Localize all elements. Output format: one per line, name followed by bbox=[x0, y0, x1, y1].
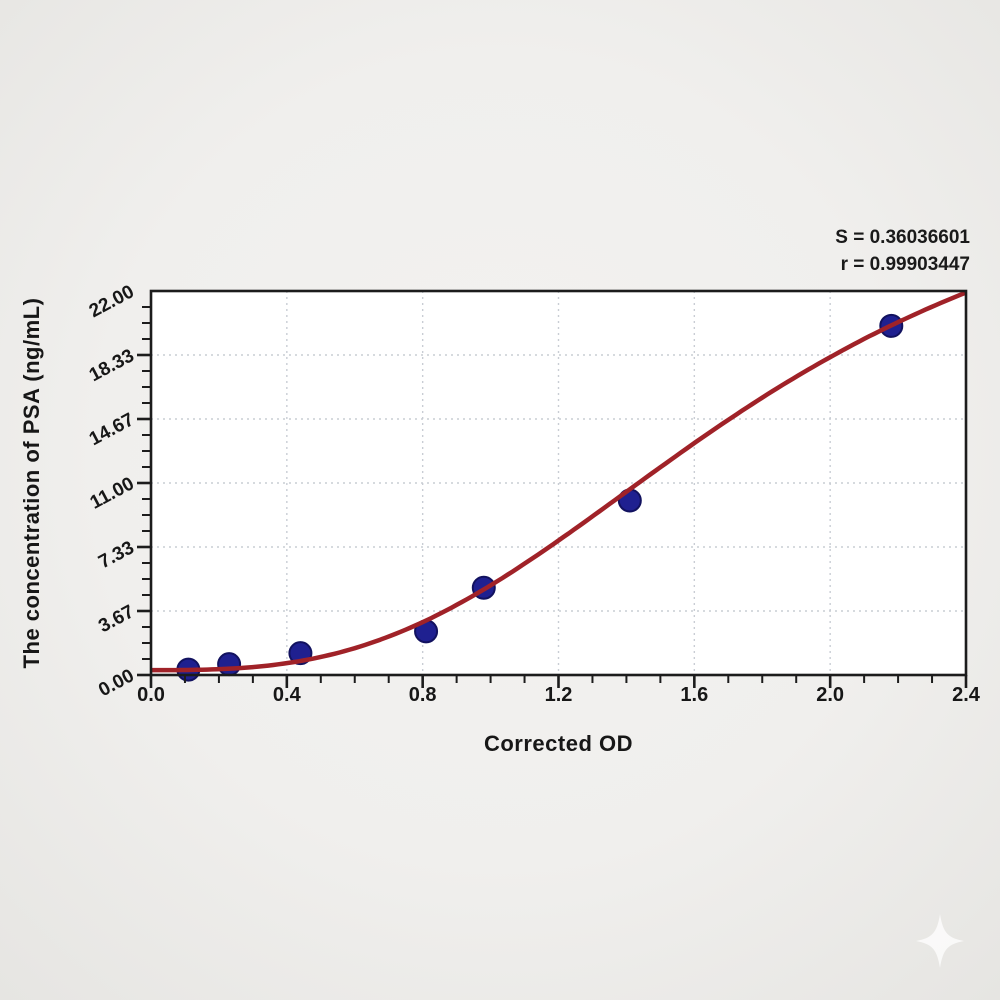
x-tick-label: 1.6 bbox=[680, 684, 709, 706]
x-tick-label: 0.4 bbox=[272, 684, 301, 706]
x-tick-label: 2.4 bbox=[952, 684, 980, 706]
r-value-label: r = 0.99903447 bbox=[840, 254, 970, 275]
x-tick-label: 2.0 bbox=[816, 684, 845, 706]
fit-curve bbox=[151, 291, 966, 673]
x-axis-title: Corrected OD bbox=[483, 731, 634, 756]
sparkle-icon bbox=[916, 914, 964, 968]
x-tick-label: 0.0 bbox=[137, 684, 165, 706]
x-tick-label: 1.2 bbox=[544, 684, 573, 706]
s-value-label: S = 0.36036601 bbox=[835, 227, 970, 248]
x-tick-label: 0.8 bbox=[408, 684, 437, 706]
fit-statistics: S = 0.36036601 r = 0.99903447 bbox=[835, 224, 970, 278]
